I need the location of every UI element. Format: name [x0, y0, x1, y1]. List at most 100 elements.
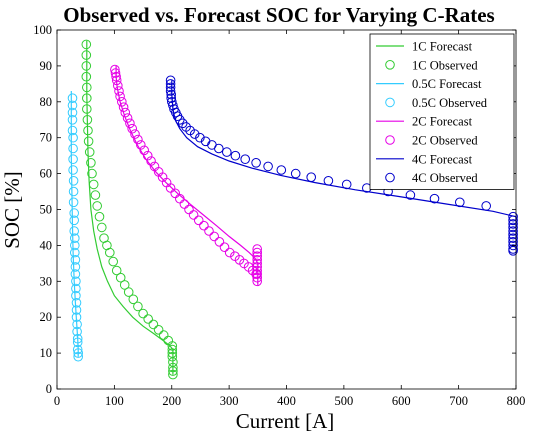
x-axis-label: Current [A] [236, 409, 335, 433]
data-point [224, 247, 235, 258]
data-point [81, 61, 92, 71]
data-point [69, 208, 79, 218]
y-tick-label: 10 [40, 346, 53, 360]
data-point [142, 150, 153, 161]
data-point [195, 132, 205, 143]
data-point [72, 319, 82, 330]
y-tick-label: 30 [40, 274, 53, 288]
legend-label: 2C Forecast [412, 115, 473, 129]
data-point [508, 233, 518, 243]
data-point [83, 136, 94, 147]
data-point [252, 247, 263, 258]
legend-label: 1C Observed [412, 58, 478, 72]
data-point [67, 100, 78, 111]
data-point [158, 330, 169, 340]
data-point [87, 168, 97, 179]
data-point [73, 348, 83, 358]
legend-marker-swatch [385, 135, 395, 145]
data-point [70, 254, 81, 265]
x-tick-label: 400 [277, 394, 296, 408]
data-point [276, 165, 287, 175]
data-point [67, 115, 78, 125]
data-point [122, 113, 133, 123]
data-point [165, 86, 176, 96]
data-point [97, 222, 107, 233]
data-point [165, 79, 176, 89]
data-point [125, 118, 135, 129]
legend-label: 0.5C Observed [412, 96, 488, 110]
data-point [166, 93, 176, 103]
data-point [69, 215, 79, 226]
data-point [168, 366, 178, 376]
x-tick-label: 600 [392, 394, 411, 408]
data-point [188, 210, 199, 220]
data-point [71, 276, 81, 287]
data-point [82, 115, 93, 125]
data-point [111, 71, 121, 82]
data-point [81, 71, 92, 82]
data-point [168, 369, 178, 380]
series-line-2 [70, 91, 79, 357]
data-point [167, 351, 178, 362]
data-point [118, 102, 129, 112]
data-point [71, 312, 82, 323]
data-point [251, 158, 261, 168]
data-point [175, 115, 185, 125]
data-point [240, 154, 250, 164]
data-point [252, 254, 263, 265]
x-tick-label: 200 [162, 394, 181, 408]
y-tick-label: 100 [33, 23, 52, 37]
data-point [204, 226, 214, 236]
data-point [306, 172, 317, 182]
data-point [508, 215, 518, 226]
data-point [73, 351, 83, 362]
data-point [70, 247, 80, 258]
axes: 0 100 200 300 400 500 600 700 800 0 10 20 30 40 50 60 70… [33, 23, 525, 408]
data-point [86, 158, 96, 168]
data-point [110, 64, 120, 75]
data-point [179, 199, 190, 209]
data-point [108, 256, 118, 267]
data-point [70, 269, 81, 279]
data-point [290, 168, 301, 179]
data-point [252, 265, 263, 276]
legend-label: 1C Forecast [412, 40, 473, 54]
data-point [70, 262, 81, 272]
data-point [189, 129, 200, 139]
legend-box [369, 33, 515, 190]
data-point [252, 251, 263, 262]
data-point [252, 244, 263, 254]
data-point [82, 104, 92, 114]
legend-label: 4C Forecast [412, 152, 473, 166]
data-point [133, 134, 143, 145]
data-point [508, 246, 518, 256]
data-point [143, 314, 153, 324]
data-point [67, 125, 78, 136]
data-point [508, 226, 518, 236]
data-point [111, 75, 122, 86]
y-tick-label: 40 [40, 238, 53, 252]
data-point [153, 325, 164, 335]
data-point [193, 215, 204, 226]
data-point [405, 190, 416, 200]
data-point [508, 219, 518, 229]
data-point [72, 333, 83, 344]
data-point [72, 326, 82, 337]
data-point [128, 294, 139, 305]
data-point [70, 233, 80, 243]
data-point [222, 147, 232, 157]
chart-title: Observed vs. Forecast SOC for Varying C-… [63, 3, 494, 27]
data-point [167, 341, 178, 351]
legend-marker-swatch [385, 97, 395, 108]
data-point [84, 147, 95, 157]
data-point [72, 337, 83, 348]
data-point [219, 242, 230, 252]
data-point [120, 107, 131, 118]
data-point [209, 231, 219, 242]
data-point [68, 165, 78, 175]
series-line-0 [86, 40, 174, 375]
data-point [214, 237, 225, 247]
legend-marker-swatch [385, 172, 395, 183]
legend-label: 4C Observed [412, 171, 478, 185]
data-point [252, 262, 263, 272]
